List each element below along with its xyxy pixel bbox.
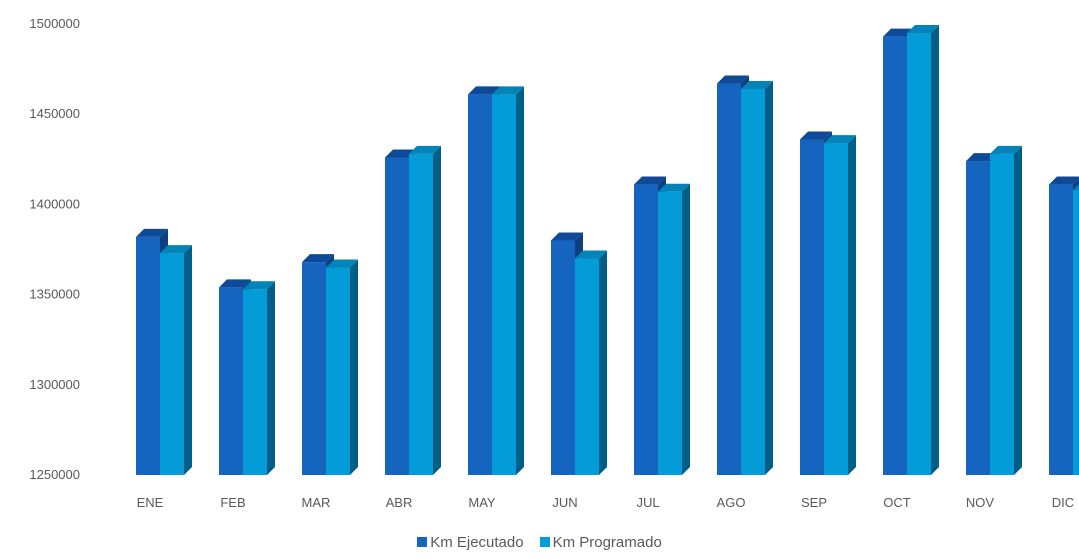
bar-top-1	[741, 80, 773, 89]
legend-label-ejecutado: Km Ejecutado	[430, 533, 524, 551]
y-tick-label: 1350000	[29, 287, 80, 302]
bar-front-0	[1049, 184, 1073, 475]
bar-top-1	[492, 86, 524, 95]
bar-top-1	[824, 135, 856, 144]
bar-top-0	[136, 228, 168, 237]
legend-swatch-programado	[539, 537, 550, 547]
y-tick-label: 1300000	[29, 377, 80, 392]
bar-top-0	[800, 131, 832, 140]
bar-front-0	[302, 262, 326, 475]
bar-front-1	[243, 289, 267, 475]
bar-front-0	[717, 83, 741, 476]
x-category-label: DIC	[1052, 495, 1074, 510]
bar-top-1	[1073, 183, 1079, 190]
bar-top-1	[575, 250, 607, 259]
bar-front-0	[468, 94, 492, 475]
bar-top-0	[468, 86, 500, 95]
bar-side-1	[350, 259, 358, 475]
bar-front-1	[575, 258, 599, 475]
bar-side-1	[765, 80, 773, 475]
x-category-label: FEB	[220, 495, 245, 510]
bar-front-1	[824, 143, 848, 475]
y-tick-label: 1250000	[29, 467, 80, 482]
bar-front-1	[658, 191, 682, 475]
x-category-label: AGO	[717, 495, 746, 510]
bar-side-1	[848, 135, 856, 475]
bar-top-0	[634, 176, 666, 185]
bar-front-0	[136, 236, 160, 475]
bar-top-1	[326, 259, 358, 268]
y-tick-label: 1500000	[29, 16, 80, 31]
x-category-label: ENE	[137, 495, 164, 510]
bar-front-1	[907, 33, 931, 476]
bar-side-1	[516, 86, 524, 475]
bar-top-1	[409, 145, 441, 154]
legend: Km Ejecutado Km Programado	[0, 532, 1079, 552]
bar-front-1	[326, 267, 350, 475]
y-tick-label: 1450000	[29, 106, 80, 121]
bar-front-0	[551, 240, 575, 475]
bar-front-1	[492, 94, 516, 475]
bar-top-1	[243, 281, 275, 290]
bar-top-0	[219, 279, 251, 288]
bar-top-0	[1049, 176, 1079, 185]
bar-side-1	[682, 183, 690, 475]
x-category-label: JUL	[636, 495, 659, 510]
y-tick-label: 1400000	[29, 196, 80, 211]
bar-front-1	[1073, 189, 1079, 475]
bar-front-0	[883, 36, 907, 476]
bar-top-0	[302, 254, 334, 263]
legend-swatch-ejecutado	[417, 537, 428, 547]
bar-side-1	[433, 145, 441, 475]
bar-front-1	[741, 88, 765, 475]
legend-item-ejecutado: Km Ejecutado	[417, 533, 524, 551]
bar-top-1	[658, 183, 690, 192]
x-category-label: NOV	[966, 495, 995, 510]
x-category-label: MAY	[468, 495, 496, 510]
bar-front-0	[219, 287, 243, 475]
bar-top-0	[551, 232, 583, 241]
x-category-label: MAR	[302, 495, 331, 510]
bar-front-0	[634, 184, 658, 475]
bar-front-1	[160, 253, 184, 475]
bar-side-1	[267, 281, 275, 475]
bar-front-1	[990, 153, 1014, 475]
bar-front-1	[409, 153, 433, 475]
bar-top-1	[160, 245, 192, 254]
legend-label-programado: Km Programado	[552, 533, 662, 551]
legend-item-programado: Km Programado	[539, 533, 662, 551]
bar-front-0	[800, 139, 824, 475]
bar-top-1	[990, 145, 1022, 154]
x-category-label: OCT	[883, 495, 911, 510]
bar-top-1	[907, 25, 939, 34]
bar-front-0	[385, 157, 409, 475]
bar-top-0	[717, 75, 749, 84]
bar-side-1	[599, 250, 607, 475]
bar-side-1	[931, 25, 939, 476]
bar-side-1	[184, 245, 192, 475]
x-category-label: ABR	[386, 495, 413, 510]
bar-front-0	[966, 161, 990, 475]
bar-side-1	[1014, 145, 1022, 475]
x-category-label: JUN	[552, 495, 577, 510]
x-category-label: SEP	[801, 495, 827, 510]
